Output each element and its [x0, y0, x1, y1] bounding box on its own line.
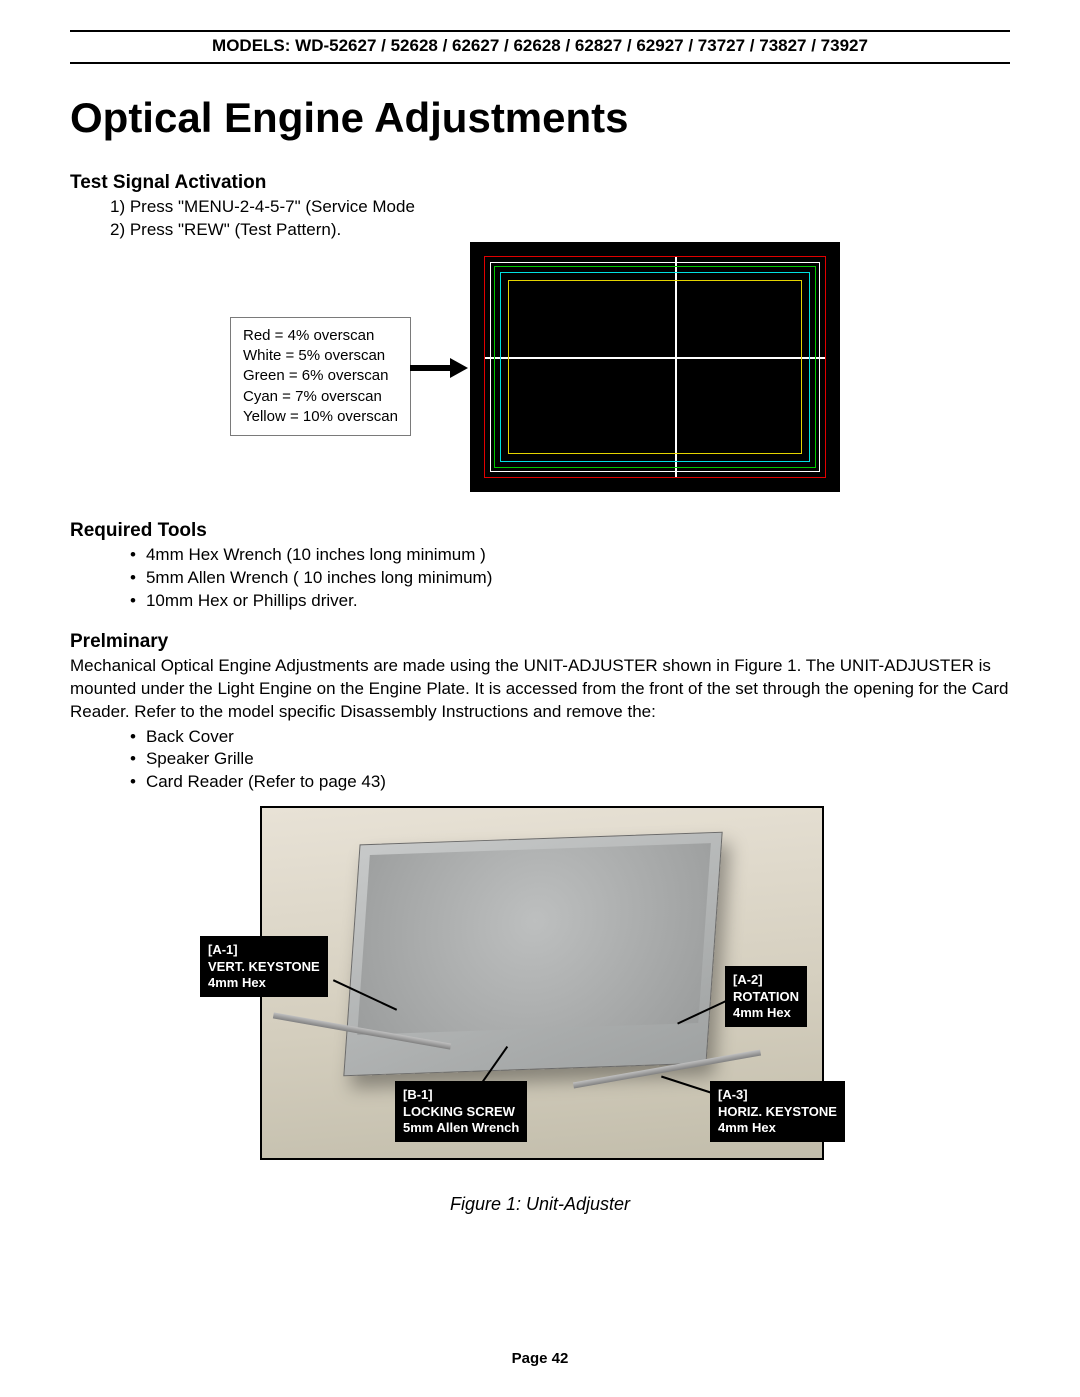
callout-label: VERT. KEYSTONE	[208, 959, 320, 975]
preliminary-paragraph: Mechanical Optical Engine Adjustments ar…	[70, 655, 1010, 724]
callout-id: [A-2]	[733, 972, 799, 988]
figure-1-caption: Figure 1: Unit-Adjuster	[70, 1194, 1010, 1215]
prelim-item: Back Cover	[130, 726, 1010, 749]
arrow-icon	[410, 358, 468, 378]
test-signal-figure-row: Red = 4% overscan White = 5% overscan Gr…	[70, 242, 1010, 502]
overscan-rect	[484, 256, 826, 478]
step-1: 1) Press "MENU-2-4-5-7" (Service Mode	[110, 196, 1010, 219]
callout-tool: 5mm Allen Wrench	[403, 1120, 519, 1136]
overscan-yellow: Yellow = 10% overscan	[243, 407, 398, 427]
test-pattern-display	[470, 242, 840, 492]
callout-label: ROTATION	[733, 989, 799, 1005]
page: MODELS: WD-52627 / 52628 / 62627 / 62628…	[0, 0, 1080, 1397]
tool-item: 4mm Hex Wrench (10 inches long minimum )	[130, 544, 1010, 567]
overscan-white: White = 5% overscan	[243, 346, 398, 366]
step-2: 2) Press "REW" (Test Pattern).	[110, 219, 1010, 242]
tool-item: 5mm Allen Wrench ( 10 inches long minimu…	[130, 567, 1010, 590]
heading-preliminary: Prelminary	[70, 631, 1010, 653]
figure-1: [A-1] VERT. KEYSTONE 4mm Hex [B-1] LOCKI…	[230, 806, 850, 1186]
heading-required-tools: Required Tools	[70, 520, 1010, 542]
callout-b1: [B-1] LOCKING SCREW 5mm Allen Wrench	[395, 1081, 527, 1142]
models-header: MODELS: WD-52627 / 52628 / 62627 / 62628…	[70, 36, 1010, 64]
required-tools-list: 4mm Hex Wrench (10 inches long minimum )…	[130, 544, 1010, 613]
page-title: Optical Engine Adjustments	[70, 94, 1010, 142]
callout-tool: 4mm Hex	[733, 1005, 799, 1021]
header-rule-top	[70, 30, 1010, 32]
preliminary-list: Back Cover Speaker Grille Card Reader (R…	[130, 726, 1010, 795]
callout-a2: [A-2] ROTATION 4mm Hex	[725, 966, 807, 1027]
heading-test-signal: Test Signal Activation	[70, 172, 1010, 194]
callout-id: [B-1]	[403, 1087, 519, 1103]
overscan-green: Green = 6% overscan	[243, 366, 398, 386]
overscan-cyan: Cyan = 7% overscan	[243, 387, 398, 407]
callout-label: HORIZ. KEYSTONE	[718, 1104, 837, 1120]
prelim-item: Card Reader (Refer to page 43)	[130, 771, 1010, 794]
callout-tool: 4mm Hex	[208, 975, 320, 991]
prelim-item: Speaker Grille	[130, 748, 1010, 771]
overscan-red: Red = 4% overscan	[243, 326, 398, 346]
callout-a3: [A-3] HORIZ. KEYSTONE 4mm Hex	[710, 1081, 845, 1142]
page-number: Page 42	[0, 1350, 1080, 1367]
callout-label: LOCKING SCREW	[403, 1104, 519, 1120]
callout-tool: 4mm Hex	[718, 1120, 837, 1136]
overscan-legend-box: Red = 4% overscan White = 5% overscan Gr…	[230, 317, 411, 436]
callout-a1: [A-1] VERT. KEYSTONE 4mm Hex	[200, 936, 328, 997]
callout-id: [A-3]	[718, 1087, 837, 1103]
tool-item: 10mm Hex or Phillips driver.	[130, 590, 1010, 613]
callout-id: [A-1]	[208, 942, 320, 958]
